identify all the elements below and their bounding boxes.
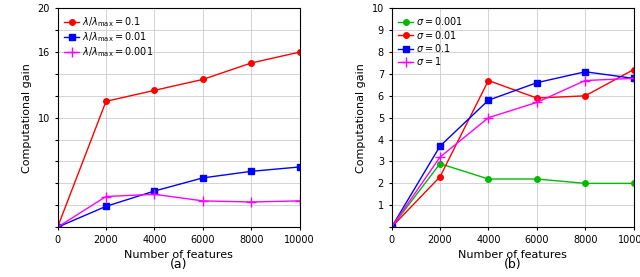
$\sigma = 0.001$ [388, 225, 396, 229]
$\sigma = 0.01$ [581, 94, 589, 98]
$\sigma = 0.01$ [436, 175, 444, 178]
$\sigma = 0.001$ [630, 182, 637, 185]
Line: $\lambda/\lambda_{\mathrm{max}} = 0.1$: $\lambda/\lambda_{\mathrm{max}} = 0.1$ [55, 49, 302, 230]
$\sigma = 0.1$ [581, 70, 589, 73]
Line: $\sigma = 0.01$: $\sigma = 0.01$ [389, 67, 636, 230]
$\lambda/\lambda_{\mathrm{max}} = 0.001$ [54, 225, 61, 229]
$\sigma = 0.001$ [533, 177, 541, 181]
$\lambda/\lambda_{\mathrm{max}} = 0.001$ [150, 193, 158, 196]
Line: $\lambda/\lambda_{\mathrm{max}} = 0.01$: $\lambda/\lambda_{\mathrm{max}} = 0.01$ [55, 164, 302, 230]
$\sigma = 0.1$ [484, 99, 492, 102]
Line: $\sigma = 0.001$: $\sigma = 0.001$ [389, 161, 636, 230]
$\sigma = 0.1$ [388, 225, 396, 229]
$\sigma = 0.01$ [533, 96, 541, 100]
$\sigma = 1$ [630, 77, 637, 80]
Line: $\sigma = 1$: $\sigma = 1$ [387, 73, 639, 232]
$\lambda/\lambda_{\mathrm{max}} = 0.001$ [248, 200, 255, 204]
Text: (a): (a) [170, 258, 188, 271]
$\sigma = 1$ [581, 79, 589, 82]
Line: $\sigma = 0.1$: $\sigma = 0.1$ [389, 69, 636, 230]
$\lambda/\lambda_{\mathrm{max}} = 0.1$ [296, 50, 303, 54]
$\sigma = 1$ [484, 116, 492, 119]
$\lambda/\lambda_{\mathrm{max}} = 0.01$ [199, 176, 207, 179]
$\sigma = 0.01$ [630, 68, 637, 71]
Y-axis label: Computational gain: Computational gain [356, 63, 366, 173]
$\sigma = 0.001$ [436, 162, 444, 165]
$\lambda/\lambda_{\mathrm{max}} = 0.01$ [54, 225, 61, 229]
$\sigma = 0.01$ [388, 225, 396, 229]
$\sigma = 0.1$ [533, 81, 541, 84]
$\sigma = 1$ [436, 155, 444, 159]
Legend: $\sigma = 0.001$, $\sigma = 0.01$, $\sigma = 0.1$, $\sigma = 1$: $\sigma = 0.001$, $\sigma = 0.01$, $\sig… [396, 13, 465, 70]
$\lambda/\lambda_{\mathrm{max}} = 0.1$ [199, 78, 207, 81]
$\lambda/\lambda_{\mathrm{max}} = 0.01$ [248, 170, 255, 173]
$\lambda/\lambda_{\mathrm{max}} = 0.1$ [54, 225, 61, 229]
$\lambda/\lambda_{\mathrm{max}} = 0.001$ [102, 195, 110, 198]
$\sigma = 0.001$ [581, 182, 589, 185]
$\sigma = 1$ [533, 101, 541, 104]
$\lambda/\lambda_{\mathrm{max}} = 0.01$ [150, 189, 158, 193]
$\sigma = 0.1$ [630, 77, 637, 80]
X-axis label: Number of features: Number of features [124, 250, 233, 260]
$\sigma = 0.01$ [484, 79, 492, 82]
$\lambda/\lambda_{\mathrm{max}} = 0.001$ [296, 199, 303, 202]
Line: $\lambda/\lambda_{\mathrm{max}} = 0.001$: $\lambda/\lambda_{\mathrm{max}} = 0.001$ [52, 189, 305, 232]
Legend: $\lambda/\lambda_{\mathrm{max}} = 0.1$, $\lambda/\lambda_{\mathrm{max}} = 0.01$,: $\lambda/\lambda_{\mathrm{max}} = 0.1$, … [63, 13, 155, 61]
Text: (b): (b) [504, 258, 522, 271]
$\lambda/\lambda_{\mathrm{max}} = 0.01$ [296, 165, 303, 169]
$\sigma = 0.1$ [436, 145, 444, 148]
$\lambda/\lambda_{\mathrm{max}} = 0.001$ [199, 199, 207, 202]
$\lambda/\lambda_{\mathrm{max}} = 0.1$ [248, 61, 255, 65]
$\sigma = 0.001$ [484, 177, 492, 181]
X-axis label: Number of features: Number of features [458, 250, 567, 260]
Y-axis label: Computational gain: Computational gain [22, 63, 32, 173]
$\sigma = 1$ [388, 225, 396, 229]
$\lambda/\lambda_{\mathrm{max}} = 0.1$ [102, 100, 110, 103]
$\lambda/\lambda_{\mathrm{max}} = 0.01$ [102, 205, 110, 208]
$\lambda/\lambda_{\mathrm{max}} = 0.1$ [150, 89, 158, 92]
